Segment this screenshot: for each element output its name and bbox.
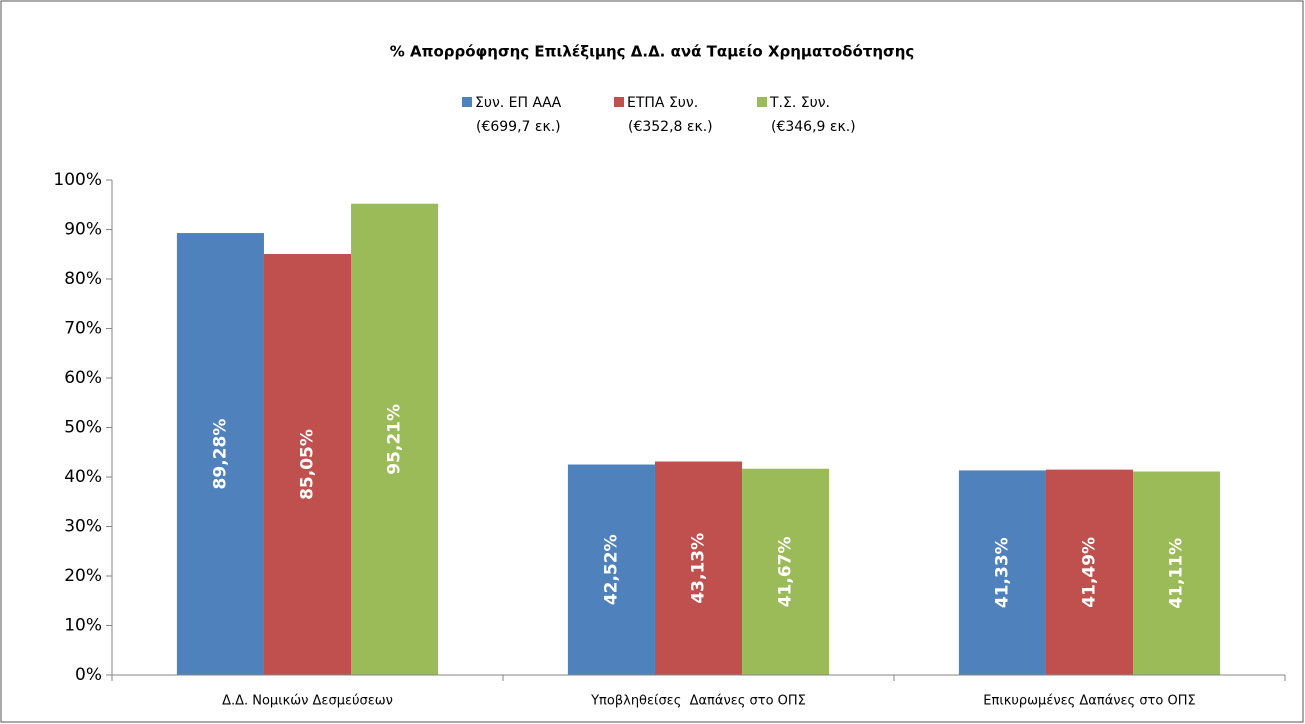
legend-label: Τ.Σ. Συν. (€346,9 εκ.)	[769, 95, 856, 135]
legend-label: ΕΤΠΑ Συν. (€352,8 εκ.)	[627, 95, 713, 135]
chart-title: % Απορρόφησης Επιλέξιμης Δ.Δ. ανά Ταμείο…	[390, 43, 915, 61]
data-label: 41,11%	[1167, 538, 1187, 609]
y-tick-label: 70%	[64, 319, 102, 339]
bar	[958, 470, 1046, 675]
y-tick-label: 50%	[64, 418, 102, 438]
legend-swatch	[462, 97, 472, 107]
y-tick-label: 30%	[64, 517, 102, 537]
bar	[1133, 471, 1221, 675]
y-tick-label: 0%	[75, 665, 102, 685]
data-label: 41,33%	[992, 537, 1012, 608]
bar	[176, 233, 264, 675]
y-tick-label: 60%	[64, 368, 102, 388]
data-label: 95,21%	[385, 404, 405, 475]
bar	[351, 203, 439, 675]
bar	[654, 461, 743, 675]
data-label: 41,49%	[1080, 537, 1100, 608]
x-tick-label: Υποβληθείσες Δαπάνες στο ΟΠΣ	[590, 694, 806, 709]
data-label: 41,67%	[776, 536, 796, 607]
data-label: 43,13%	[689, 533, 709, 604]
data-label: 42,52%	[601, 534, 621, 605]
x-tick-label: Δ.Δ. Νομικών Δεσμεύσεων	[222, 694, 393, 709]
x-tick-label: Επικυρωμένες Δαπάνες στο ΟΠΣ	[983, 694, 1195, 709]
y-tick-label: 10%	[64, 616, 102, 636]
bar	[263, 254, 352, 675]
bar	[567, 464, 655, 675]
legend-swatch	[757, 97, 767, 107]
data-label: 89,28%	[210, 419, 230, 490]
data-label: 85,05%	[298, 429, 318, 500]
bar	[742, 468, 830, 675]
y-tick-label: 80%	[64, 269, 102, 289]
y-tick-label: 20%	[64, 566, 102, 586]
legend-label: Συν. ΕΠ ΑΑΑ (€699,7 εκ.)	[475, 95, 562, 135]
y-tick-label: 90%	[64, 220, 102, 240]
bar	[1045, 469, 1134, 675]
y-tick-label: 40%	[64, 467, 102, 487]
y-tick-label: 100%	[53, 170, 102, 190]
legend-swatch	[614, 97, 624, 107]
